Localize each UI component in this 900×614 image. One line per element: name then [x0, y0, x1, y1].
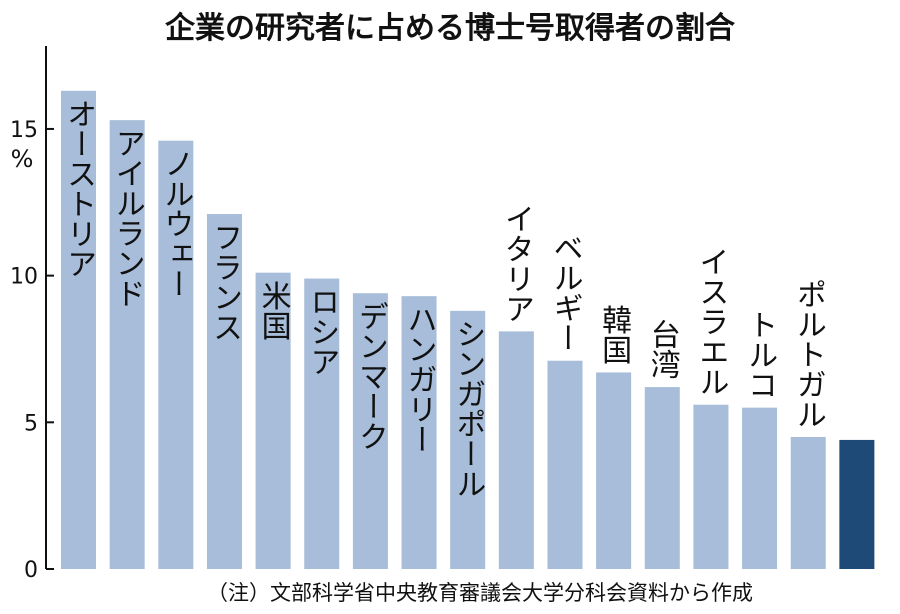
bar-category-label: デンマーク [353, 301, 388, 451]
bar [206, 214, 242, 569]
bar-highlight [839, 439, 875, 569]
bar [498, 331, 534, 569]
bar [644, 387, 680, 569]
bar-category-label: ハンガリー [402, 304, 437, 454]
y-tick-label: 10 [10, 265, 38, 290]
bar [790, 436, 826, 569]
bar [693, 404, 729, 569]
bar-category-label: ベルギー [547, 233, 582, 353]
bar [450, 310, 486, 569]
bar-category-label: 米国 [256, 281, 291, 341]
y-tick-label: 0 [24, 558, 38, 583]
bar [547, 360, 583, 569]
y-tick-label: 15 [10, 118, 38, 143]
bar [255, 272, 291, 569]
bar-category-label: シンガポール [450, 319, 485, 499]
y-axis: 0 5 10 15% [10, 118, 54, 583]
source-note: （注）文部科学省中央教育審議会大学分科会資料から作成 [207, 581, 753, 605]
bar-category-label: イスラエル [693, 247, 728, 397]
bar-category-label: 韓国 [596, 304, 631, 364]
bar [109, 120, 145, 569]
bar-category-label: オーストリア [61, 99, 96, 279]
y-tick-label: 5 [24, 411, 38, 436]
bar-category-label: トルコ [742, 310, 777, 400]
bar-category-label: 台湾 [645, 319, 680, 379]
bar [304, 278, 340, 569]
bar-category-label: 日本 [839, 372, 875, 432]
bar-category-label: アイルランド [110, 128, 145, 308]
bar [352, 293, 388, 569]
bar [158, 140, 194, 569]
bar-labels: オーストリア アイルランド ノルウェー フランス 米国 ロシア デンマーク ハンガリー シンガポ… [61, 99, 875, 499]
bar-category-label: フランス [207, 222, 242, 342]
bar [596, 372, 632, 569]
chart-title: 企業の研究者に占める博士号取得者の割合 [165, 11, 735, 46]
y-unit-label: % [11, 145, 34, 173]
bar [742, 407, 778, 569]
bar [401, 296, 437, 569]
bars [61, 90, 875, 569]
bar [61, 90, 97, 569]
bar-category-label: ノルウェー [158, 149, 193, 299]
bar-category-label: イタリア [499, 203, 534, 323]
bar-category-label: ロシア [304, 287, 339, 377]
bar-category-label: ポルトガル [791, 279, 826, 429]
